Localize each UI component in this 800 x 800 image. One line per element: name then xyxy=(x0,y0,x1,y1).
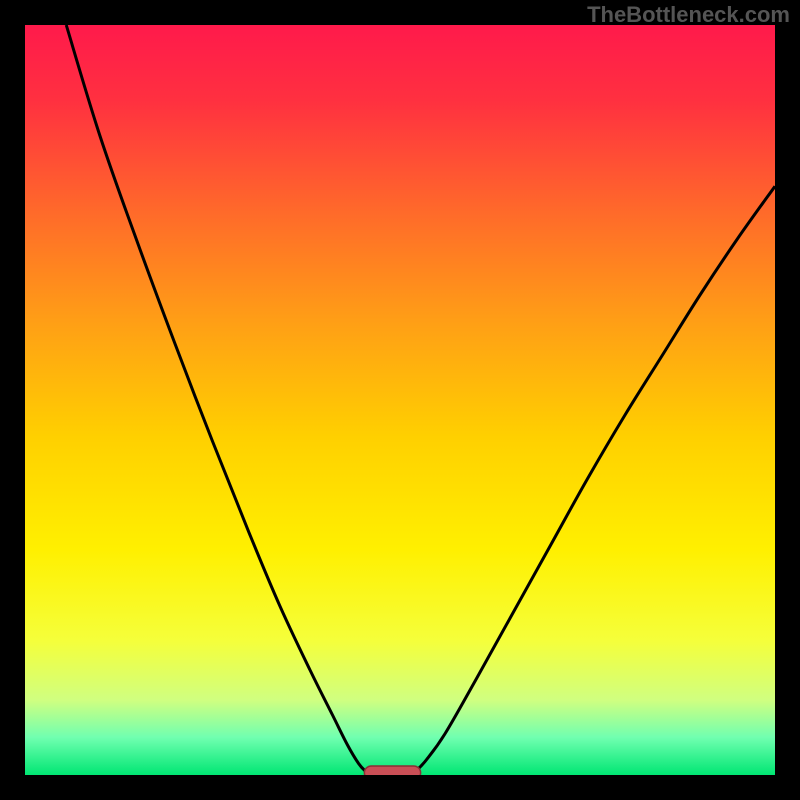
watermark-text: TheBottleneck.com xyxy=(587,2,790,28)
gradient-background xyxy=(25,25,775,775)
chart-container: TheBottleneck.com xyxy=(0,0,800,800)
plot-area xyxy=(25,25,775,775)
bottleneck-chart-svg xyxy=(25,25,775,775)
optimal-marker xyxy=(364,766,420,775)
